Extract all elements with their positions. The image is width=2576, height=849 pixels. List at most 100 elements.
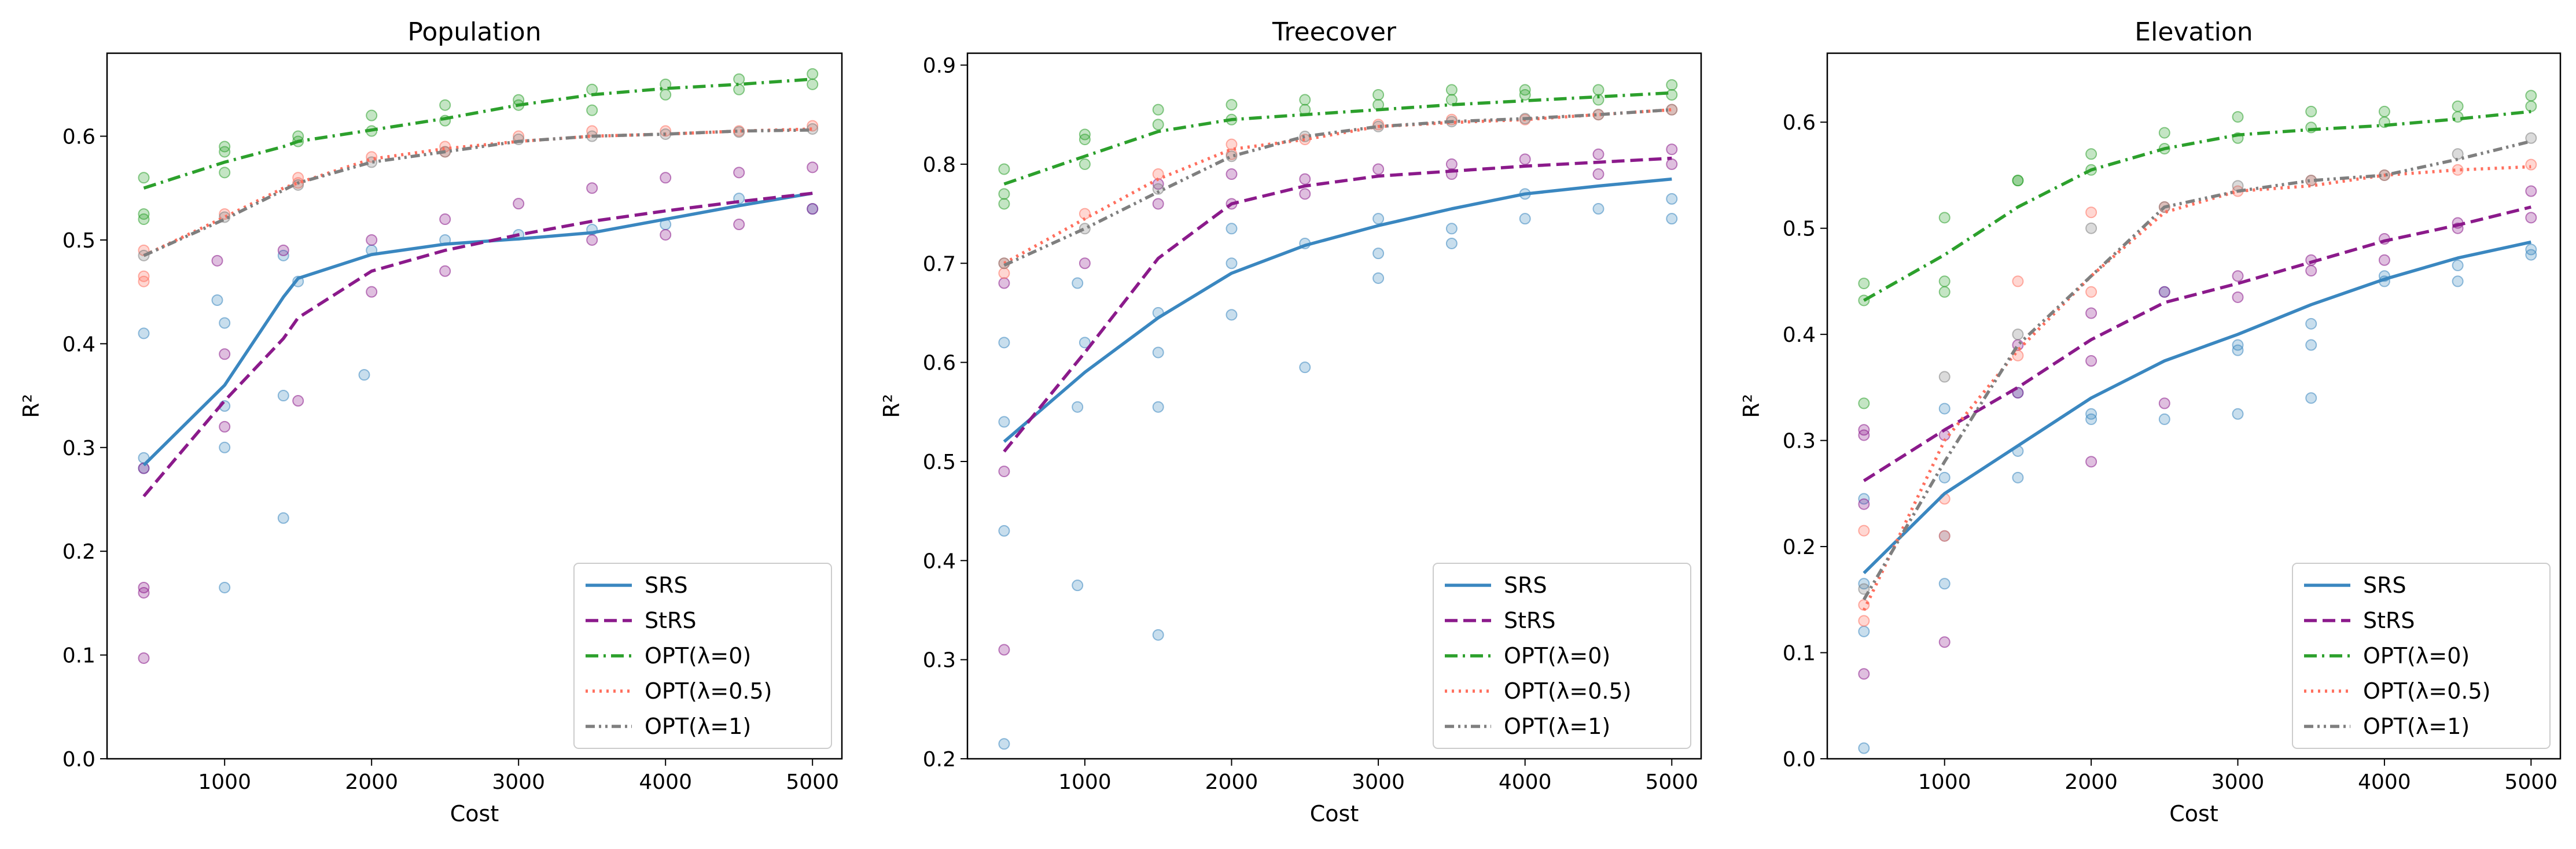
scatter-point xyxy=(660,228,672,241)
scatter-point xyxy=(2085,307,2097,319)
scatter-point xyxy=(1938,636,1951,648)
series-line xyxy=(1003,108,1672,267)
x-tick-label: 5000 xyxy=(1645,770,1698,794)
scatter-point xyxy=(1938,403,1951,415)
series-line xyxy=(143,128,813,257)
scatter-point xyxy=(1666,79,1678,91)
scatter-point xyxy=(138,275,150,287)
scatter-point xyxy=(1152,198,1164,210)
scatter-point xyxy=(513,198,525,210)
scatter-point xyxy=(2452,148,2464,160)
y-tick-label: 0.4 xyxy=(923,549,956,573)
x-axis-label: Cost xyxy=(2169,801,2218,826)
y-tick-label: 0.1 xyxy=(62,644,95,668)
y-tick-label: 0.2 xyxy=(923,748,956,772)
scatter-point xyxy=(1592,84,1605,96)
series-line xyxy=(1862,165,2531,611)
scatter-point xyxy=(2085,206,2097,219)
legend-entry: OPT(λ=0.5) xyxy=(1504,678,1631,704)
scatter-point xyxy=(1079,257,1091,270)
scatter-point xyxy=(1592,148,1605,160)
legend: SRS StRS OPT(λ=0) OPT(λ=0.5) OPT(λ=1) xyxy=(2292,563,2551,749)
scatter-point xyxy=(998,337,1010,349)
y-tick-label: 0.9 xyxy=(923,54,956,78)
scatter-point xyxy=(1858,625,1870,637)
series-line xyxy=(1003,177,1672,443)
scatter-point xyxy=(998,277,1010,289)
legend-entry: SRS xyxy=(645,573,688,598)
scatter-point xyxy=(277,244,289,256)
scatter-point xyxy=(219,581,231,593)
scatter-point xyxy=(1858,583,1870,595)
scatter-point xyxy=(2305,105,2317,117)
series-line xyxy=(1863,240,2531,574)
scatter-point xyxy=(358,369,370,381)
scatter-point xyxy=(2012,328,2024,341)
scatter-point xyxy=(2525,132,2537,144)
scatter-point xyxy=(1372,272,1385,284)
y-tick-label: 0.5 xyxy=(1783,217,1816,241)
scatter-point xyxy=(660,125,672,137)
scatter-point xyxy=(138,652,150,664)
scatter-point xyxy=(1592,203,1605,215)
scatter-point xyxy=(733,73,745,85)
scatter-point xyxy=(1858,742,1870,754)
y-tick-label: 0.8 xyxy=(923,153,956,177)
scatter-point xyxy=(366,234,378,246)
scatter-point xyxy=(1372,163,1385,175)
scatter-point xyxy=(1445,84,1458,96)
scatter-point xyxy=(2012,175,2024,187)
scatter-point xyxy=(1152,346,1164,359)
scatter-point xyxy=(2305,392,2317,404)
scatter-point xyxy=(733,219,745,231)
plot-area xyxy=(138,68,819,664)
scatter-point xyxy=(1938,371,1951,383)
scatter-point xyxy=(1152,119,1164,131)
scatter-point xyxy=(2232,344,2244,356)
y-tick-label: 0.5 xyxy=(923,451,956,474)
y-tick-label: 0.3 xyxy=(62,437,95,460)
scatter-point xyxy=(2305,265,2317,277)
scatter-point xyxy=(1858,498,1870,510)
x-tick-label: 2000 xyxy=(345,770,398,794)
scatter-point xyxy=(219,420,231,433)
x-tick-label: 5000 xyxy=(786,770,839,794)
y-tick-label: 0.3 xyxy=(1783,430,1816,453)
legend-box xyxy=(1433,563,1691,749)
scatter-point xyxy=(439,213,451,226)
legend-entry: StRS xyxy=(1504,608,1556,633)
scatter-point xyxy=(1072,579,1084,592)
series-line xyxy=(1863,110,2531,302)
x-tick-label: 1000 xyxy=(1058,770,1112,794)
scatter-point xyxy=(1152,629,1164,641)
scatter-point xyxy=(998,525,1010,537)
scatter-point xyxy=(1445,237,1458,249)
scatter-point xyxy=(2378,105,2390,117)
scatter-point xyxy=(1445,158,1458,170)
scatter-point xyxy=(1666,88,1678,101)
scatter-point xyxy=(807,161,819,174)
scatter-point xyxy=(1666,193,1678,205)
scatter-point xyxy=(2452,275,2464,287)
y-tick-label: 0.1 xyxy=(1783,642,1816,666)
scatter-point xyxy=(586,234,598,246)
legend-entry: OPT(λ=1) xyxy=(2363,714,2470,739)
y-tick-label: 0.6 xyxy=(62,125,95,149)
scatter-point xyxy=(998,466,1010,478)
scatter-point xyxy=(138,586,150,599)
x-tick-label: 5000 xyxy=(2505,770,2558,794)
scatter-point xyxy=(733,83,745,95)
y-tick-label: 0.6 xyxy=(923,352,956,375)
scatter-point xyxy=(2085,413,2097,425)
legend-entry: OPT(λ=1) xyxy=(645,714,751,739)
legend: SRS StRS OPT(λ=0) OPT(λ=0.5) OPT(λ=1) xyxy=(573,563,832,749)
plot-frame xyxy=(1826,52,2562,760)
scatter-point xyxy=(1858,615,1870,627)
series-line xyxy=(1862,139,2531,601)
scatter-point xyxy=(1938,212,1951,224)
scatter-point xyxy=(1666,104,1678,116)
legend-entry: OPT(λ=1) xyxy=(1504,714,1610,739)
scatter-point xyxy=(1372,248,1385,260)
y-tick-label: 0.2 xyxy=(1783,536,1816,559)
